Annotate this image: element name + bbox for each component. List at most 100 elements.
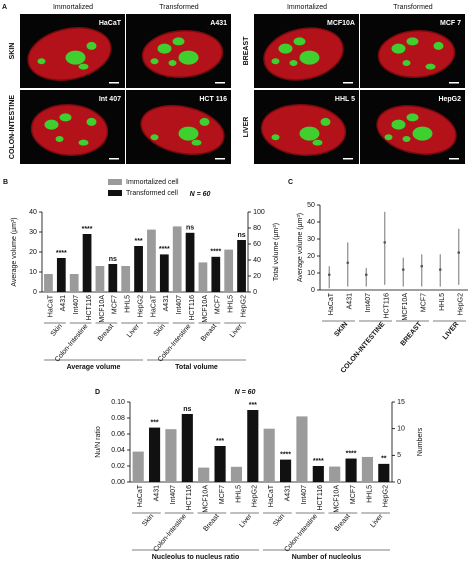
column-header: Transformed (393, 4, 433, 11)
nucleolus (412, 126, 433, 141)
bar (95, 266, 105, 292)
x-tick-label: Int407 (176, 295, 183, 315)
bar (198, 467, 210, 482)
mean-point (327, 273, 331, 277)
y-axis-title: Average volume (µm³) (297, 213, 304, 282)
legend-label: Immortalized cell (126, 179, 179, 186)
significance-label: **** (346, 450, 357, 457)
nucleolus (406, 37, 419, 46)
x-tick-label: HCT116 (317, 485, 324, 511)
nucleolus (78, 63, 89, 70)
nucleolus (320, 117, 331, 126)
tick-label: 100 (253, 209, 265, 216)
tick-label: 15 (397, 399, 405, 406)
nucleus (377, 29, 456, 79)
cell-line-label: HepG2 (438, 96, 461, 103)
nucleolus (391, 43, 406, 54)
x-tick-label: A431 (60, 295, 67, 311)
tick-label: 30 (29, 229, 37, 236)
bar (108, 264, 118, 292)
tick-label: 0.02 (111, 463, 125, 470)
bar (361, 456, 374, 482)
significance-label: **** (56, 250, 67, 257)
nucleolus (59, 113, 72, 122)
nucleolus (178, 126, 199, 141)
bar (69, 274, 79, 292)
tick-label: 0.00 (111, 479, 125, 486)
bar (312, 466, 324, 482)
x-tick-label: MCF7 (350, 485, 357, 504)
y-axis-title: Average volume (µm³) (11, 217, 18, 286)
x-tick-label: HHL5 (125, 295, 132, 313)
significance-label: *** (249, 402, 257, 409)
tick-label: 0.08 (111, 415, 125, 422)
tick-label: 5 (397, 452, 401, 459)
section-label: Total volume (175, 364, 218, 371)
nucleolus (271, 58, 280, 65)
significance-label: ns (237, 232, 245, 239)
bar (134, 246, 143, 292)
panel-label: D (95, 389, 100, 396)
column-header: Immortalized (53, 4, 93, 11)
x-tick-label: MCF7 (112, 295, 119, 314)
x-tick-label: Int407 (170, 485, 177, 505)
x-tick-label: HepG2 (240, 295, 247, 317)
significance-label: **** (210, 249, 221, 256)
tick-label: 0.06 (111, 431, 125, 438)
scale-bar (109, 158, 119, 160)
x-tick-label: MCF7 (219, 485, 226, 504)
tick-label: 80 (253, 225, 261, 232)
significance-label: ns (186, 225, 194, 232)
significance-label: **** (159, 246, 170, 253)
tick-label: 0 (311, 287, 315, 294)
bar (198, 262, 208, 292)
nucleolus (150, 134, 159, 141)
tick-label: 40 (253, 257, 261, 264)
nucleolus (278, 43, 293, 54)
mean-point (457, 251, 461, 254)
x-tick-label: HHL5 (235, 485, 242, 503)
x-tick-label: HHL5 (439, 293, 446, 311)
significance-label: **** (82, 226, 93, 233)
bar (172, 226, 182, 292)
scale-bar (109, 82, 119, 84)
bar (147, 229, 156, 292)
bar (230, 466, 243, 482)
bar (237, 240, 246, 292)
x-tick-label: HaCaT (47, 294, 54, 317)
nucleolus (293, 37, 306, 46)
tick-label: 40 (29, 209, 37, 216)
x-tick-label: MCF7 (421, 293, 428, 312)
tick-label: 20 (29, 249, 37, 256)
x-tick-label: HepG2 (383, 485, 390, 507)
x-tick-label: MCF10A (99, 295, 106, 323)
nucleolus (168, 60, 177, 66)
bar (181, 414, 193, 482)
significance-label: **** (280, 451, 291, 458)
panel-label: B (3, 179, 8, 186)
nucleolus (172, 37, 185, 46)
y-axis-title: Nu/N ratio (95, 426, 102, 458)
cell-line-label: HHL 5 (335, 96, 355, 103)
x-tick-label: MCF10A (203, 485, 210, 513)
sample-size: N = 60 (235, 389, 256, 396)
mean-point (420, 264, 424, 268)
nucleolus (299, 50, 320, 65)
bar (159, 254, 169, 292)
nucleolus (78, 139, 89, 146)
scale-bar (449, 158, 459, 160)
x-tick-label: HHL5 (366, 485, 373, 503)
panel-label: A (2, 4, 7, 11)
x-tick-label: HepG2 (252, 485, 259, 507)
significance-label: ns (109, 256, 117, 263)
tissue-label: SKIN (9, 43, 16, 60)
bar (279, 459, 292, 482)
x-tick-label: A431 (163, 295, 170, 311)
x-tick-label: MCF10A (402, 293, 409, 321)
mean-point (364, 273, 368, 277)
mean-point (346, 261, 350, 265)
scale-bar (215, 82, 225, 84)
tick-label: 10 (397, 426, 405, 433)
y2-axis-title: Numbers (417, 427, 424, 456)
